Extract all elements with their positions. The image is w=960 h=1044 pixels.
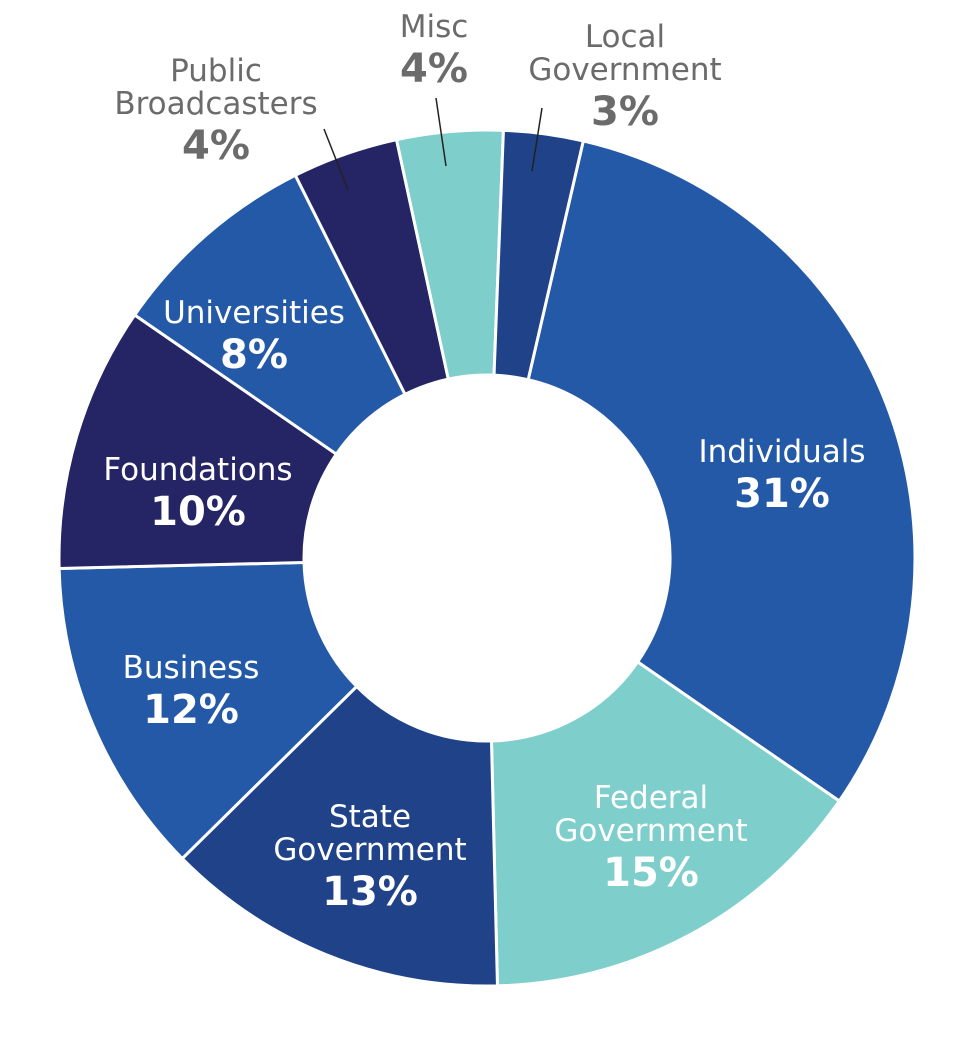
slice-foundations bbox=[57, 312, 339, 570]
label-name-line: State bbox=[329, 799, 411, 835]
label-name-line: Government bbox=[554, 813, 747, 849]
label-name-line: Foundations bbox=[103, 452, 292, 488]
label-name-line: Public bbox=[170, 53, 262, 89]
slice-business bbox=[57, 560, 359, 861]
label-name-line: Business bbox=[123, 650, 260, 686]
label-misc: Misc 4% bbox=[400, 9, 469, 92]
leader-line-public-broadcasters bbox=[323, 128, 349, 191]
slice-federal-government bbox=[489, 659, 842, 988]
label-name-line: Government bbox=[273, 832, 466, 868]
label-name-line: Government bbox=[528, 52, 721, 88]
slice-individuals bbox=[526, 139, 917, 804]
label-percent: 12% bbox=[143, 687, 239, 733]
leader-lines bbox=[323, 97, 543, 191]
label-name-line: Misc bbox=[400, 9, 469, 45]
label-public-broadcasters: Public Broadcasters 4% bbox=[114, 53, 317, 169]
label-foundations: Foundations 10% bbox=[103, 452, 292, 535]
label-name-line: Broadcasters bbox=[114, 86, 317, 122]
label-percent: 3% bbox=[591, 89, 659, 135]
donut-slices bbox=[57, 128, 917, 988]
label-percent: 4% bbox=[182, 123, 250, 169]
slice-labels: Individuals 31%Federal Government 15%State G… bbox=[103, 9, 865, 915]
leader-line-local-government bbox=[531, 107, 543, 172]
label-percent: 8% bbox=[220, 332, 288, 378]
label-percent: 4% bbox=[400, 46, 468, 92]
label-federal-government: Federal Government 15% bbox=[554, 780, 747, 896]
label-name-line: Individuals bbox=[698, 434, 865, 470]
label-name-line: Universities bbox=[163, 295, 345, 331]
label-percent: 15% bbox=[603, 850, 699, 896]
slice-state-government bbox=[180, 684, 499, 988]
label-universities: Universities 8% bbox=[163, 295, 345, 378]
label-state-government: State Government 13% bbox=[273, 799, 466, 915]
label-percent: 31% bbox=[734, 471, 830, 517]
label-name-line: Federal bbox=[594, 780, 708, 816]
slice-local-government bbox=[492, 128, 586, 382]
leader-line-misc bbox=[435, 97, 447, 167]
label-percent: 13% bbox=[322, 869, 418, 915]
label-local-government: Local Government 3% bbox=[528, 19, 721, 135]
label-individuals: Individuals 31% bbox=[698, 434, 865, 517]
label-percent: 10% bbox=[150, 489, 246, 535]
label-business: Business 12% bbox=[123, 650, 260, 733]
label-name-line: Local bbox=[585, 19, 665, 55]
